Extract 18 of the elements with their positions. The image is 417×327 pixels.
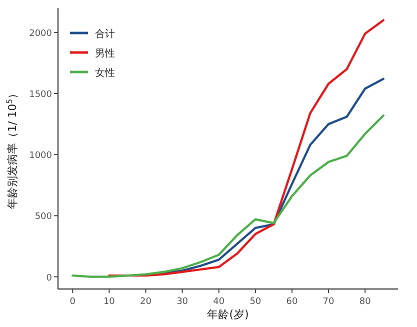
y-tick-label: 1000 [29, 151, 52, 162]
y-tick-label: 1500 [29, 90, 52, 100]
x-tick-label: 60 [286, 297, 298, 307]
legend-label: 女性 [95, 67, 115, 79]
y-tick-label: 0 [46, 273, 52, 284]
x-axis-title: 年龄(岁) [207, 308, 249, 321]
x-tick-label: 20 [140, 297, 152, 307]
x-tick-label: 70 [322, 297, 335, 307]
x-tick-label: 10 [103, 297, 116, 307]
y-tick-label: 500 [34, 212, 52, 222]
x-tick-label: 30 [176, 297, 188, 307]
y-tick-label: 2000 [29, 28, 52, 39]
x-tick-label: 40 [213, 297, 225, 307]
legend-label: 合计 [95, 28, 115, 40]
x-tick-label: 0 [70, 297, 76, 307]
x-tick-label: 50 [250, 297, 262, 307]
legend-label: 男性 [95, 48, 115, 60]
x-tick-label: 80 [359, 297, 372, 307]
